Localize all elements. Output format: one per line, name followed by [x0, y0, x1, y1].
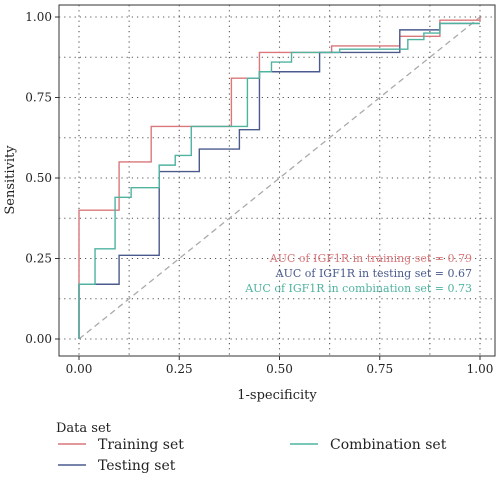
legend-label: Testing set — [98, 458, 176, 474]
y-axis-title: Sensitivity — [3, 145, 18, 215]
legend: Training set Testing set Combination set — [58, 437, 447, 474]
series-line-testing-set — [78, 22, 480, 339]
auc-annotation: AUC of IGF1R in combination set = 0.73 — [244, 282, 472, 295]
y-tick-label: 1.00 — [25, 10, 52, 24]
y-tick-label: 0.00 — [25, 332, 52, 346]
legend-label: Training set — [98, 437, 184, 453]
x-tick-label: 0.25 — [166, 362, 193, 376]
series-line-combination-set — [78, 22, 480, 339]
reference-diagonal-line — [78, 16, 481, 340]
y-tick-label: 0.25 — [25, 252, 52, 266]
x-tick-label: 0.00 — [66, 362, 93, 376]
auc-annotation: AUC of IGF1R in testing set = 0.67 — [275, 267, 472, 280]
auc-annotation: AUC of IGF1R in training set = 0.79 — [269, 252, 472, 265]
x-tick-label: 0.50 — [266, 362, 293, 376]
y-tick-label: 0.75 — [25, 91, 52, 105]
x-tick-label: 0.75 — [366, 362, 393, 376]
x-tick-label: 1.00 — [467, 362, 494, 376]
reference-line-group — [78, 16, 481, 340]
y-tick-label: 0.50 — [25, 171, 52, 185]
ticks-group: 0.00 0.25 0.50 0.75 1.00 0.00 0.25 0.50 0.75 1.00 — [25, 10, 493, 376]
legend-title: Data set — [56, 421, 112, 436]
legend-label: Combination set — [330, 437, 447, 453]
series-line-training-set — [78, 17, 481, 339]
x-axis-title: 1-specificity — [237, 388, 317, 403]
annotations-group: AUC of IGF1R in training set = 0.79 AUC o… — [244, 252, 472, 295]
series-group — [78, 17, 481, 339]
